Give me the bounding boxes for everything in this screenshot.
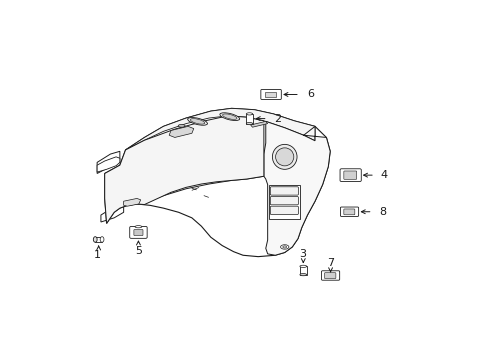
Polygon shape [299,266,306,275]
FancyBboxPatch shape [339,169,361,181]
FancyBboxPatch shape [270,206,298,215]
Ellipse shape [246,122,252,125]
FancyBboxPatch shape [321,271,339,280]
Text: 4: 4 [380,170,387,180]
Ellipse shape [135,226,142,228]
Ellipse shape [93,237,97,242]
Ellipse shape [282,246,286,248]
Ellipse shape [299,265,306,267]
FancyBboxPatch shape [270,197,298,205]
Text: 8: 8 [378,207,385,217]
Ellipse shape [100,237,104,242]
FancyBboxPatch shape [129,226,147,238]
FancyBboxPatch shape [264,92,276,97]
Polygon shape [95,237,102,242]
FancyBboxPatch shape [260,90,281,99]
FancyBboxPatch shape [340,207,358,216]
Polygon shape [245,114,252,123]
Text: 7: 7 [326,258,333,268]
Polygon shape [97,157,120,172]
Polygon shape [104,116,264,223]
Polygon shape [104,108,329,257]
Polygon shape [97,151,120,174]
Ellipse shape [187,117,207,125]
Polygon shape [125,108,314,150]
Polygon shape [268,185,299,219]
FancyBboxPatch shape [343,171,356,179]
Text: 2: 2 [274,114,281,123]
Text: 6: 6 [307,90,314,99]
Polygon shape [169,126,193,138]
Ellipse shape [220,113,239,121]
FancyBboxPatch shape [324,273,335,279]
Ellipse shape [299,274,306,276]
Ellipse shape [246,113,252,115]
Ellipse shape [178,125,184,127]
FancyBboxPatch shape [270,187,298,195]
Text: 3: 3 [299,249,306,259]
FancyBboxPatch shape [343,209,354,215]
Polygon shape [264,121,329,255]
Polygon shape [101,205,123,222]
Ellipse shape [190,119,204,124]
Text: 1: 1 [93,250,101,260]
Ellipse shape [275,148,293,166]
Polygon shape [250,121,267,127]
Ellipse shape [280,245,288,249]
Polygon shape [123,198,141,206]
Text: 5: 5 [135,246,142,256]
Ellipse shape [222,114,237,120]
FancyBboxPatch shape [134,229,142,235]
Ellipse shape [272,144,296,169]
